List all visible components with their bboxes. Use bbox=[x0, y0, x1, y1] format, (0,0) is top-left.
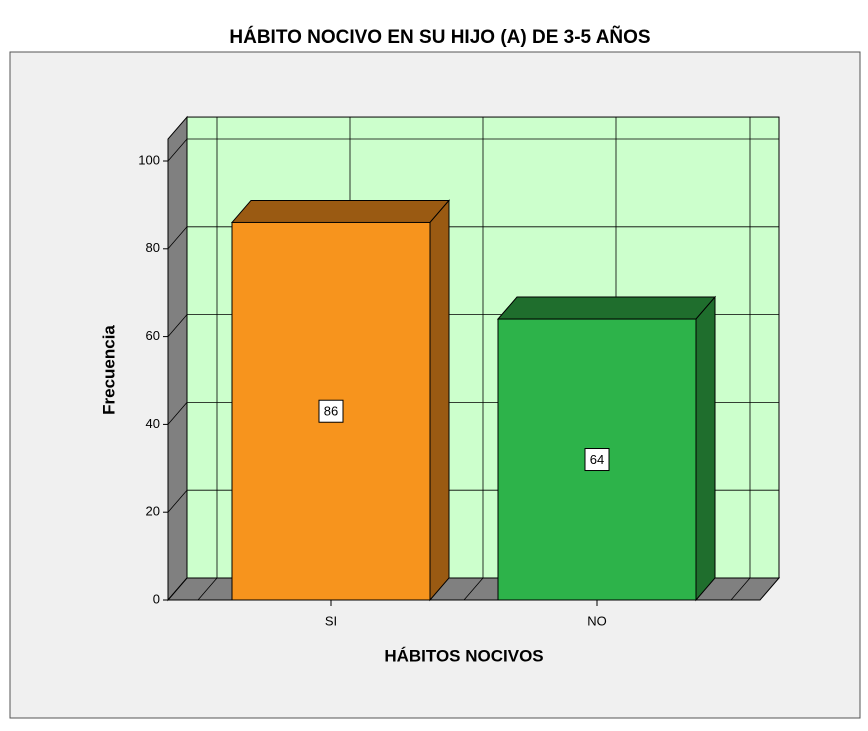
y-tick-label: 100 bbox=[138, 152, 160, 167]
y-tick-label: 40 bbox=[146, 416, 160, 431]
left-wall bbox=[167, 115, 188, 602]
y-tick-label: 0 bbox=[153, 591, 160, 606]
floor-line bbox=[730, 577, 751, 601]
bar-side bbox=[695, 295, 716, 602]
value-label: 86 bbox=[324, 404, 338, 419]
x-tick-label: NO bbox=[587, 613, 607, 628]
value-label-box bbox=[584, 448, 610, 472]
x-axis-label: HÁBITOS NOCIVOS bbox=[384, 646, 543, 665]
bar-side bbox=[429, 199, 450, 602]
y-axis-label: Frecuencia bbox=[99, 325, 118, 415]
y-tick-label: 80 bbox=[146, 240, 160, 255]
grid-line bbox=[167, 402, 188, 425]
bar-top bbox=[496, 296, 717, 320]
value-label-box bbox=[318, 399, 344, 423]
value-label: 64 bbox=[590, 452, 604, 467]
floor-line bbox=[463, 577, 484, 601]
grid-line bbox=[167, 577, 188, 601]
chart-title: HÁBITO NOCIVO EN SU HIJO (A) DE 3-5 AÑOS bbox=[229, 26, 650, 48]
grid-line bbox=[167, 489, 188, 513]
grid-line bbox=[167, 138, 188, 162]
y-tick-label: 20 bbox=[146, 504, 160, 519]
bar-top bbox=[230, 199, 451, 223]
grid-line bbox=[167, 226, 188, 250]
y-tick-label: 60 bbox=[146, 328, 160, 343]
grid-line bbox=[167, 314, 188, 337]
floor-line bbox=[197, 577, 218, 601]
x-tick-label: SI bbox=[325, 613, 337, 628]
